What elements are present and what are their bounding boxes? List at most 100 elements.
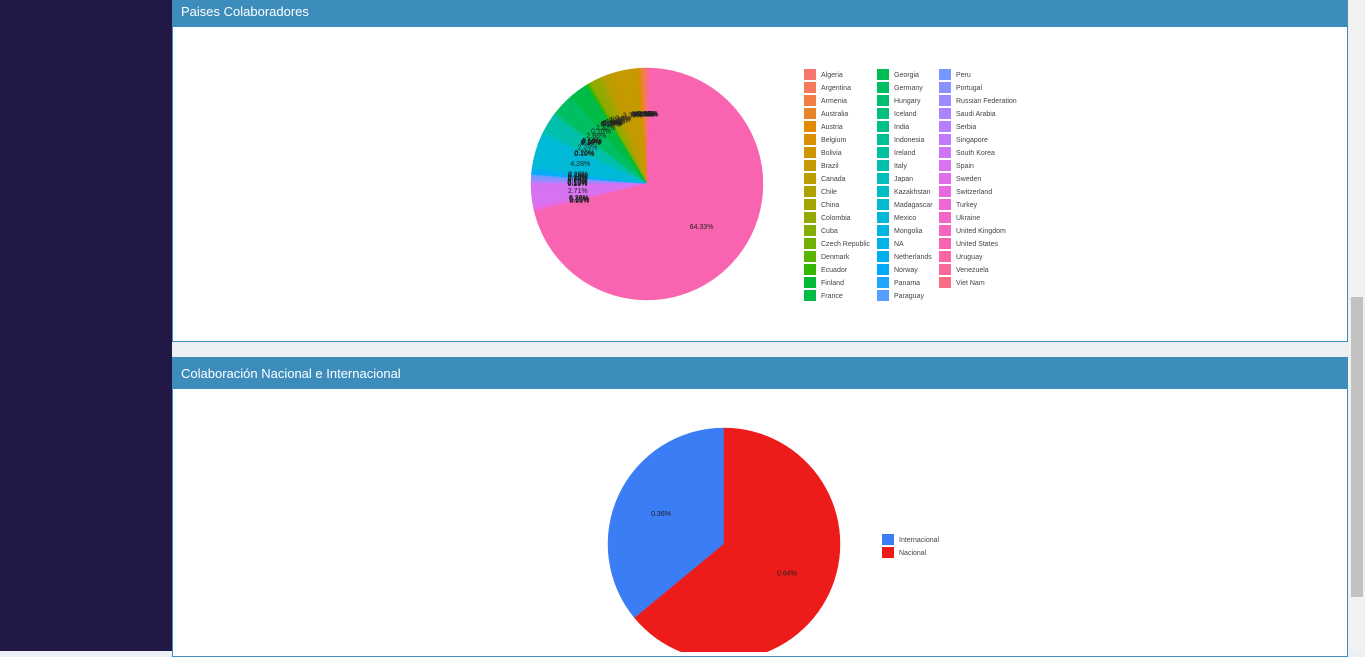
legend-swatch xyxy=(804,251,816,262)
legend-label: India xyxy=(894,124,909,131)
slice-label: 0.15% xyxy=(632,111,652,118)
scrollbar[interactable] xyxy=(1349,0,1365,651)
slice-label: 0.41% xyxy=(636,111,656,118)
legend-label: United Kingdom xyxy=(956,228,1006,235)
legend-swatch xyxy=(804,160,816,171)
slice-label: 4.28% xyxy=(570,161,590,168)
legend-label: Paraguay xyxy=(894,293,924,300)
pie-slice xyxy=(607,427,725,619)
legend-swatch xyxy=(804,238,816,249)
legend-label: Finland xyxy=(821,280,844,287)
slice-label: 0.28% xyxy=(568,178,588,185)
legend-swatch xyxy=(939,108,951,119)
slice-label: 0.10% xyxy=(637,111,657,118)
legend-label: NA xyxy=(894,241,904,248)
legend-label: Italy xyxy=(894,163,907,170)
legend-swatch xyxy=(804,95,816,106)
slice-label: 0.10% xyxy=(603,120,623,127)
slice-label: 0.28% xyxy=(570,198,590,205)
legend-swatch xyxy=(877,251,889,262)
slice-label: 64.33% xyxy=(690,224,714,231)
legend-label: Czech Republic xyxy=(821,241,871,248)
slice-label: 0.20% xyxy=(569,195,589,202)
slice-label: 0.10% xyxy=(569,197,589,204)
legend-label: Panama xyxy=(894,280,920,287)
legend-label: Brazil xyxy=(821,163,839,170)
slice-label: 2.71% xyxy=(568,188,588,195)
legend-swatch xyxy=(877,277,889,288)
legend-label: Madagascar xyxy=(894,202,933,209)
slice-label: 0.10% xyxy=(637,111,657,118)
panel: Colaboración Nacional e Internacional 0.… xyxy=(172,357,1348,657)
legend-swatch xyxy=(804,290,816,301)
legend-label: United States xyxy=(956,241,999,248)
legend-label: Singapore xyxy=(956,137,988,144)
slice-label: 0.10% xyxy=(581,140,601,147)
slice-label: 0.15% xyxy=(603,120,623,127)
legend-swatch xyxy=(877,95,889,106)
slice-label: 0.10% xyxy=(582,139,602,146)
slice-label: 0.28% xyxy=(568,177,588,184)
legend-swatch xyxy=(877,225,889,236)
legend-swatch xyxy=(877,264,889,275)
legend-swatch xyxy=(939,173,951,184)
legend-swatch xyxy=(939,277,951,288)
slice-label: 0.15% xyxy=(602,121,622,128)
slice-label: 0.10% xyxy=(582,138,602,145)
legend-label: Uruguay xyxy=(956,254,983,261)
legend-label: Armenia xyxy=(821,98,847,105)
legend-label: Spain xyxy=(956,163,974,170)
legend-swatch xyxy=(877,69,889,80)
slice-label: 0.20% xyxy=(581,139,601,146)
legend-swatch xyxy=(804,147,816,158)
legend-label: Russian Federation xyxy=(956,98,1017,105)
legend-swatch xyxy=(939,95,951,106)
slice-label: 0.10% xyxy=(567,179,587,186)
legend-swatch xyxy=(804,264,816,275)
legend-swatch xyxy=(939,264,951,275)
slice-label: 0.10% xyxy=(567,180,587,187)
legend-label: Internacional xyxy=(899,537,940,544)
legend-label: Chile xyxy=(821,189,837,196)
legend-label: Ireland xyxy=(894,150,916,157)
legend-swatch xyxy=(939,251,951,262)
slice-label: 0.10% xyxy=(568,171,588,178)
legend-label: Indonesia xyxy=(894,137,924,144)
legend-label: Iceland xyxy=(894,111,917,118)
legend-label: Algeria xyxy=(821,72,843,79)
legend-swatch xyxy=(804,108,816,119)
legend-swatch xyxy=(877,238,889,249)
slice-label: 2.24% xyxy=(578,145,598,152)
slice-label: 0.20% xyxy=(632,111,652,118)
pie-slice xyxy=(534,67,764,301)
slice-label: 0.10% xyxy=(567,180,587,187)
legend-label: Belgium xyxy=(821,137,846,144)
panel-title: Paises Colaboradores xyxy=(173,0,1347,27)
legend-label: South Korea xyxy=(956,150,995,157)
slice-label: 3.35% xyxy=(623,113,643,120)
legend-label: Kazakhstan xyxy=(894,189,931,196)
legend-label: Serbia xyxy=(956,124,976,131)
legend-label: Austria xyxy=(821,124,843,131)
slice-label: 0.28% xyxy=(568,173,588,180)
slice-label: 0.28% xyxy=(568,172,588,179)
slice-label: 0.26% xyxy=(575,150,595,157)
legend-swatch xyxy=(804,199,816,210)
legend-swatch xyxy=(877,290,889,301)
legend-label: Mexico xyxy=(894,215,916,222)
scroll-thumb[interactable] xyxy=(1351,297,1363,597)
legend-swatch xyxy=(939,199,951,210)
slice-label: 0.64% xyxy=(777,570,797,577)
legend-label: Australia xyxy=(821,111,848,118)
slice-label: 2.66% xyxy=(586,133,606,140)
legend-label: Canada xyxy=(821,176,846,183)
legend-label: Georgia xyxy=(894,72,919,79)
legend-swatch xyxy=(939,134,951,145)
slice-label: 0.15% xyxy=(568,175,588,182)
chart: 0.36% 0.64% Internacional Nacional xyxy=(607,427,940,657)
legend-swatch xyxy=(882,534,894,545)
legend-swatch xyxy=(939,69,951,80)
sidebar xyxy=(0,0,172,651)
slice-label: 0.10% xyxy=(600,122,620,129)
